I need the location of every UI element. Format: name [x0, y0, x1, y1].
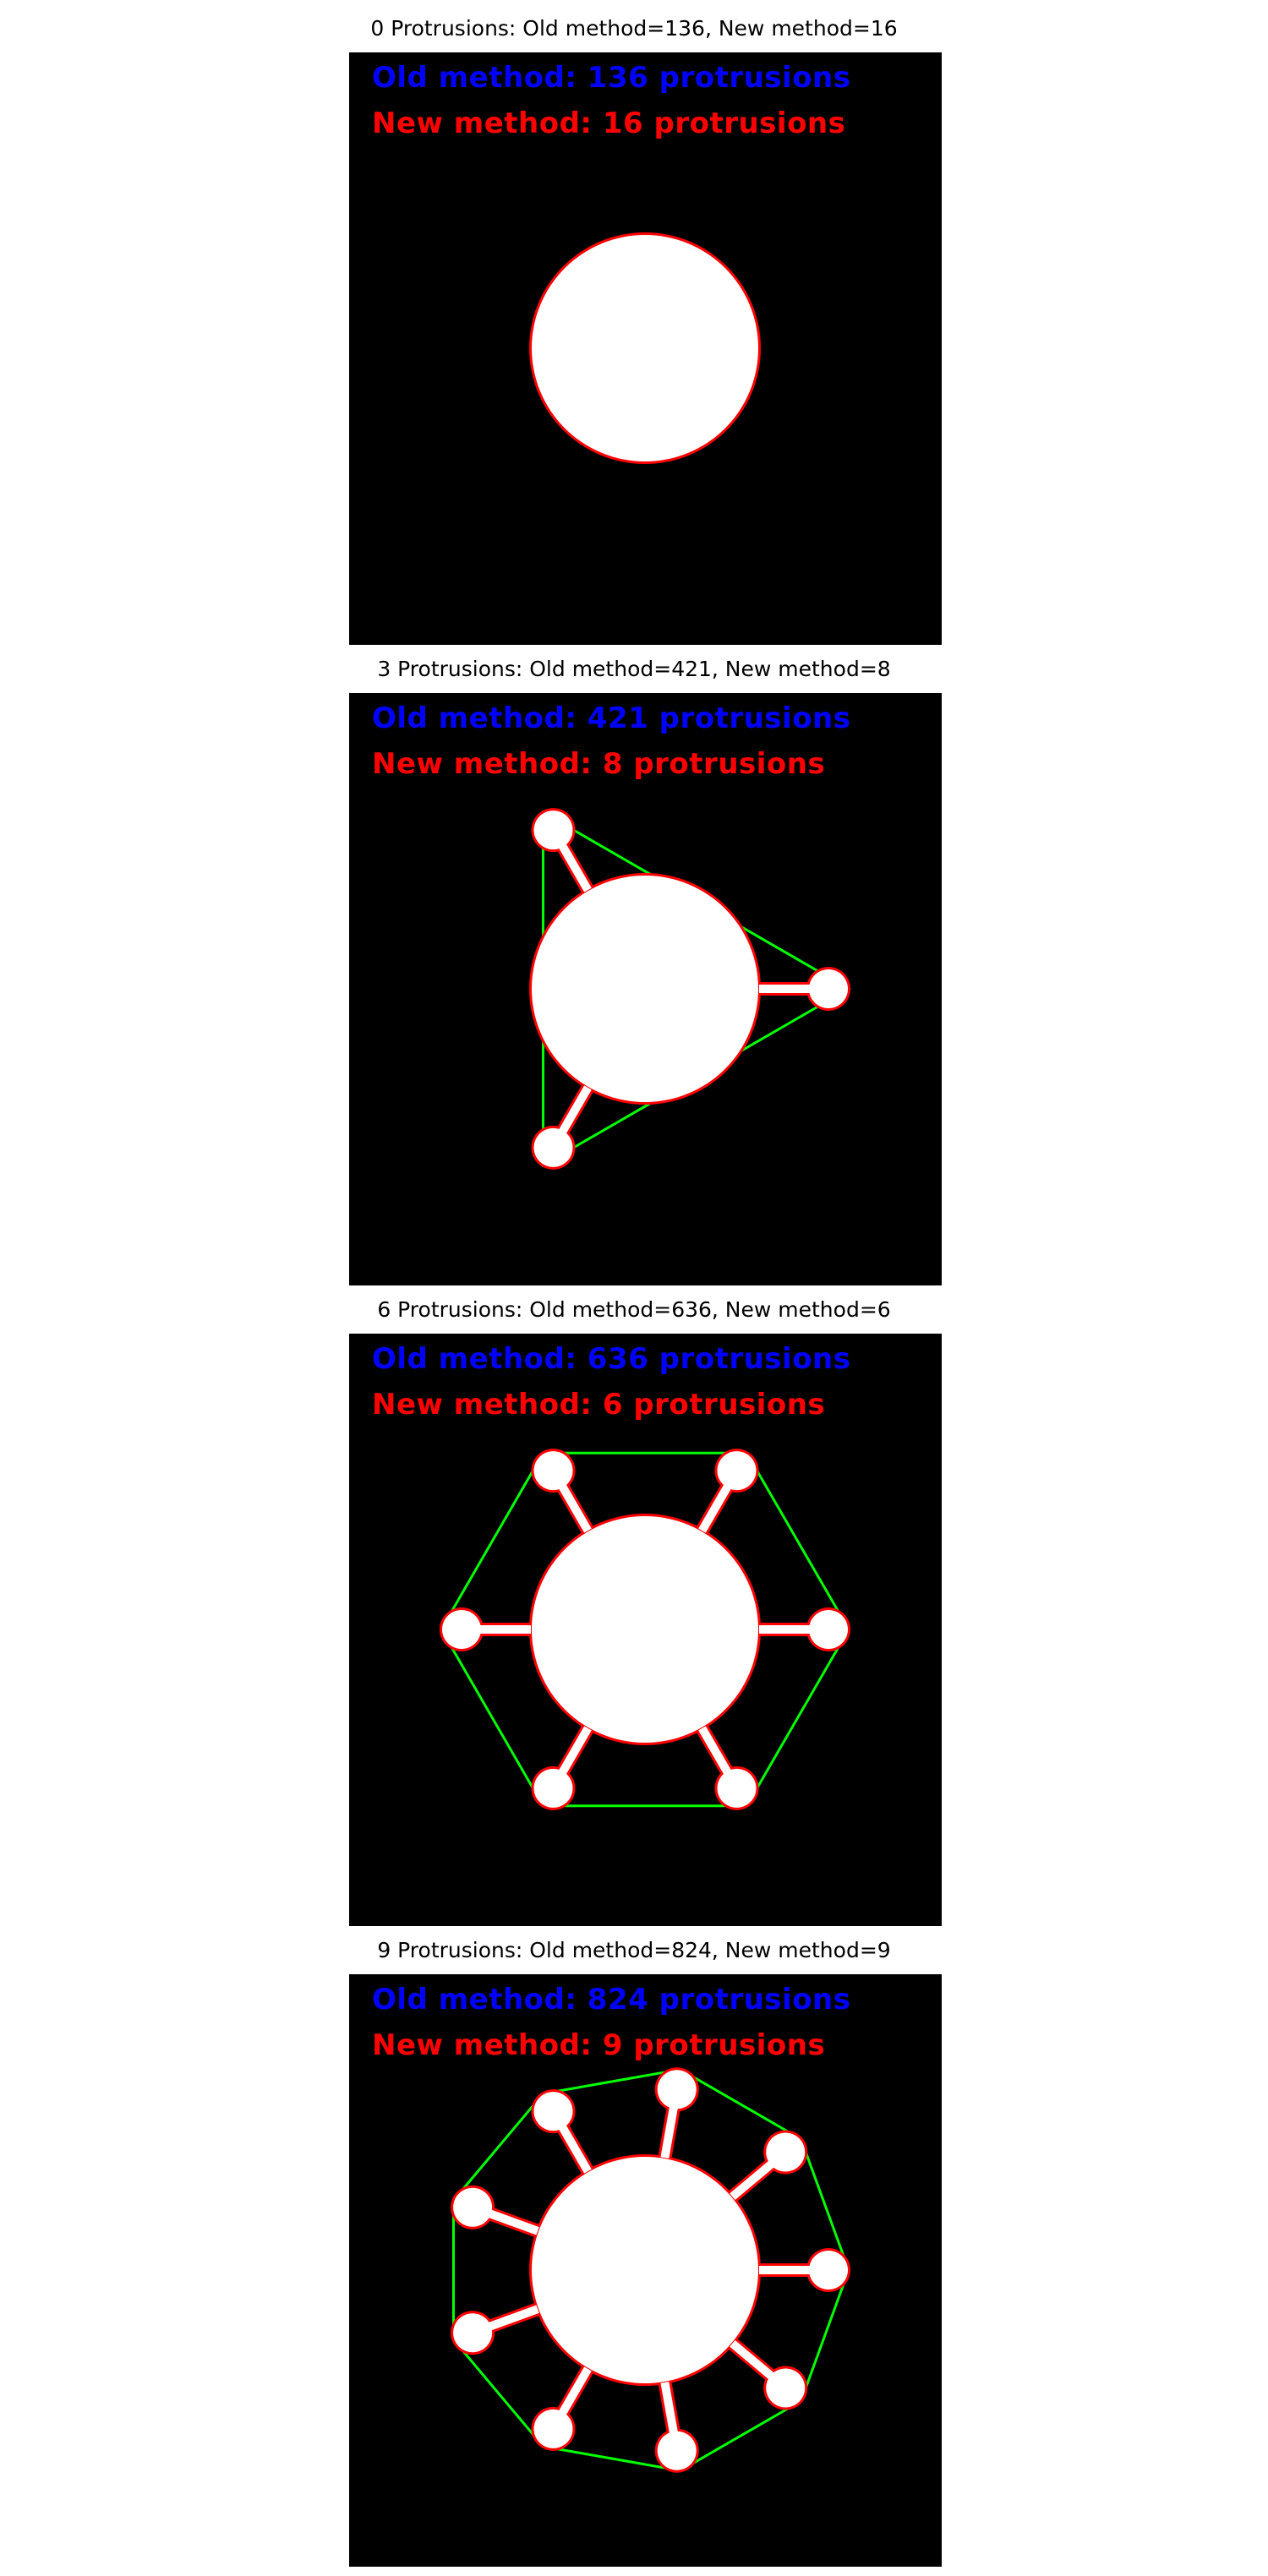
shape-image: Old method: 421 protrusions New method: … [349, 693, 942, 1285]
old-method-label: Old method: 421 protrusions [372, 701, 851, 735]
shape-svg [529, 808, 852, 1170]
protrusion-knob [766, 2132, 806, 2172]
protrusion-knob [442, 1610, 481, 1649]
protrusion-knob [533, 810, 573, 850]
panel-title: 6 Protrusions: Old method=636, New metho… [377, 1297, 891, 1322]
panel-6-protrusions: 6 Protrusions: Old method=636, New metho… [0, 1293, 1268, 1935]
new-method-label: New method: 9 protrusions [372, 2028, 826, 2062]
protrusion-knob [717, 1768, 757, 1808]
convex-hull [452, 2068, 850, 2472]
protrusion-knob [809, 969, 848, 1008]
new-method-label: New method: 16 protrusions [372, 106, 846, 140]
panel-3-protrusions: 3 Protrusions: Old method=421, New metho… [0, 652, 1268, 1295]
protrusion-knob [809, 1610, 848, 1649]
new-method-label: New method: 8 protrusions [372, 747, 826, 781]
panel-title: 0 Protrusions: Old method=136, New metho… [370, 16, 898, 41]
protrusion-knob [533, 1127, 573, 1167]
protrusion-knob [533, 2409, 573, 2448]
shape-image: Old method: 824 protrusions New method: … [349, 1974, 942, 2567]
body-circle [532, 876, 758, 1102]
panel-title: 9 Protrusions: Old method=824, New metho… [377, 1938, 891, 1962]
protrusion-knob [657, 2070, 697, 2109]
shape-image: Old method: 136 protrusions New method: … [349, 52, 942, 645]
panel-title: 3 Protrusions: Old method=421, New metho… [377, 657, 891, 681]
old-method-label: Old method: 136 protrusions [372, 61, 851, 95]
protrusion-knob [809, 2251, 848, 2289]
panel-9-protrusions: 9 Protrusions: Old method=824, New metho… [0, 1934, 1268, 2576]
shape-svg [451, 2067, 850, 2473]
shape-svg [440, 1449, 850, 1810]
old-method-label: Old method: 636 protrusions [372, 1342, 851, 1376]
panel-0-protrusions: 0 Protrusions: Old method=136, New metho… [0, 12, 1268, 654]
protrusion-knob [657, 2431, 697, 2470]
body-circle [532, 235, 758, 461]
protrusion-knob [533, 1451, 573, 1491]
body-circle [532, 1516, 758, 1743]
shape-svg [529, 232, 761, 464]
protrusion-knob [453, 2313, 493, 2353]
protrusion-knob [453, 2187, 493, 2227]
protrusion-knob [717, 1451, 757, 1491]
old-method-label: Old method: 824 protrusions [372, 1983, 851, 2017]
shape-image: Old method: 636 protrusions New method: … [349, 1334, 942, 1926]
protrusion-knob [533, 2092, 573, 2131]
body-circle [532, 2157, 758, 2383]
new-method-label: New method: 6 protrusions [372, 1388, 826, 1422]
protrusion-knob [766, 2368, 806, 2408]
protrusion-knob [533, 1768, 573, 1808]
